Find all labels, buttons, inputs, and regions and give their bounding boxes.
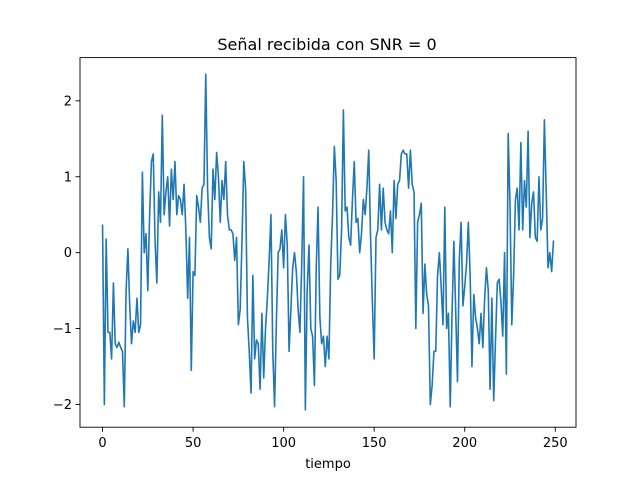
y-tick-label: −2 bbox=[53, 398, 72, 413]
x-tick-label: 50 bbox=[185, 436, 202, 451]
y-tick-label: 0 bbox=[64, 246, 72, 261]
x-tick-label: 100 bbox=[271, 436, 296, 451]
plot-area bbox=[101, 73, 555, 411]
plot-frame bbox=[79, 57, 577, 428]
x-tick-label: 200 bbox=[452, 436, 477, 451]
x-axis-label: tiempo bbox=[305, 457, 351, 472]
y-tick-label: −1 bbox=[53, 322, 72, 337]
x-axis: 0 50 100 150 200 250 bbox=[98, 427, 568, 451]
x-tick-label: 250 bbox=[543, 436, 568, 451]
series-line bbox=[101, 73, 555, 411]
x-tick-label: 150 bbox=[362, 436, 387, 451]
chart-title: Señal recibida con SNR = 0 bbox=[217, 35, 436, 54]
y-tick-label: 2 bbox=[64, 94, 72, 109]
x-tick-label: 0 bbox=[98, 436, 106, 451]
y-axis: −2 −1 0 1 2 bbox=[53, 94, 80, 413]
y-tick-label: 1 bbox=[64, 170, 72, 185]
